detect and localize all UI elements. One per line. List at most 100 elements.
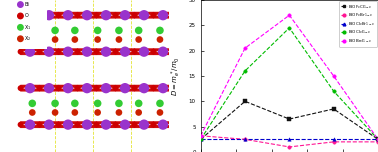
Polygon shape	[135, 85, 144, 88]
Circle shape	[170, 12, 175, 18]
Circle shape	[116, 109, 122, 116]
Circle shape	[94, 12, 99, 18]
Circle shape	[52, 109, 59, 116]
Circle shape	[94, 85, 99, 91]
Circle shape	[82, 10, 92, 20]
Circle shape	[132, 49, 137, 55]
Circle shape	[29, 36, 36, 43]
Polygon shape	[30, 88, 40, 91]
Circle shape	[120, 83, 130, 93]
Text: X$_2$: X$_2$	[24, 34, 32, 43]
Polygon shape	[153, 52, 163, 54]
Polygon shape	[20, 52, 30, 54]
Circle shape	[18, 36, 23, 41]
Polygon shape	[135, 49, 144, 52]
Polygon shape	[163, 122, 172, 125]
Polygon shape	[59, 49, 68, 52]
Circle shape	[74, 85, 81, 91]
Polygon shape	[77, 88, 87, 91]
Polygon shape	[77, 49, 87, 52]
Circle shape	[44, 10, 54, 20]
Polygon shape	[59, 12, 68, 15]
Polygon shape	[59, 85, 68, 88]
Circle shape	[71, 109, 78, 116]
Circle shape	[18, 13, 23, 19]
Polygon shape	[144, 52, 153, 54]
Polygon shape	[96, 49, 106, 52]
Polygon shape	[59, 125, 68, 127]
Polygon shape	[20, 12, 30, 15]
Circle shape	[37, 122, 42, 128]
Polygon shape	[116, 85, 125, 88]
Circle shape	[52, 36, 59, 43]
Circle shape	[51, 27, 59, 34]
Polygon shape	[40, 122, 49, 125]
Circle shape	[82, 47, 92, 57]
Circle shape	[82, 83, 92, 93]
Polygon shape	[163, 88, 172, 91]
Circle shape	[18, 12, 23, 18]
Polygon shape	[153, 88, 163, 91]
Polygon shape	[125, 125, 135, 127]
Polygon shape	[153, 122, 163, 125]
Circle shape	[37, 12, 42, 18]
Polygon shape	[135, 12, 144, 15]
Polygon shape	[87, 85, 96, 88]
Polygon shape	[96, 12, 106, 15]
Polygon shape	[135, 52, 144, 54]
Polygon shape	[59, 15, 68, 18]
Circle shape	[44, 83, 54, 93]
Polygon shape	[40, 12, 49, 15]
Circle shape	[139, 10, 149, 20]
Polygon shape	[116, 125, 125, 127]
Polygon shape	[40, 125, 49, 127]
Circle shape	[74, 49, 81, 55]
Circle shape	[170, 122, 175, 128]
Polygon shape	[144, 88, 153, 91]
Circle shape	[156, 100, 164, 107]
Polygon shape	[163, 125, 172, 127]
Polygon shape	[125, 122, 135, 125]
Polygon shape	[20, 122, 30, 125]
Circle shape	[120, 119, 130, 130]
Polygon shape	[68, 125, 77, 127]
Polygon shape	[40, 49, 49, 52]
Circle shape	[18, 25, 23, 30]
Polygon shape	[163, 85, 172, 88]
Polygon shape	[87, 12, 96, 15]
Circle shape	[132, 85, 137, 91]
Polygon shape	[77, 122, 87, 125]
Circle shape	[94, 49, 99, 55]
Circle shape	[156, 109, 163, 116]
Circle shape	[25, 83, 35, 93]
Polygon shape	[135, 88, 144, 91]
Polygon shape	[144, 15, 153, 18]
Polygon shape	[125, 12, 135, 15]
Polygon shape	[106, 12, 116, 15]
Polygon shape	[49, 49, 59, 52]
Polygon shape	[87, 88, 96, 91]
Circle shape	[158, 10, 168, 20]
Circle shape	[18, 122, 23, 128]
Text: O: O	[24, 14, 28, 18]
Circle shape	[25, 119, 35, 130]
Circle shape	[120, 10, 130, 20]
Circle shape	[63, 10, 73, 20]
Circle shape	[101, 10, 111, 20]
Circle shape	[113, 49, 118, 55]
Polygon shape	[40, 85, 49, 88]
Circle shape	[139, 119, 149, 130]
Polygon shape	[106, 49, 116, 52]
Polygon shape	[30, 49, 40, 52]
Polygon shape	[20, 15, 30, 18]
Polygon shape	[96, 52, 106, 54]
Polygon shape	[116, 52, 125, 54]
Circle shape	[135, 100, 143, 107]
Polygon shape	[116, 122, 125, 125]
Circle shape	[18, 2, 23, 7]
Circle shape	[63, 119, 73, 130]
Circle shape	[94, 122, 99, 128]
Polygon shape	[106, 52, 116, 54]
Polygon shape	[68, 122, 77, 125]
Polygon shape	[153, 125, 163, 127]
